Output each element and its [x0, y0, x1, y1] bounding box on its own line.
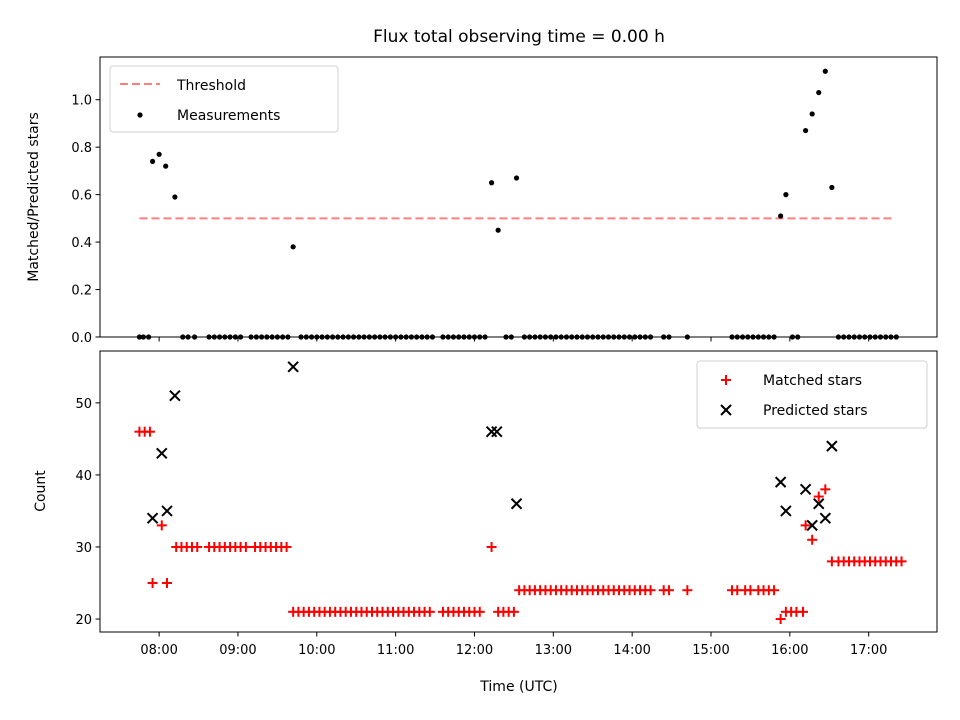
matched-star-point — [147, 578, 158, 589]
matched-star-point — [486, 541, 497, 552]
measurement-point — [829, 184, 835, 191]
chart-title: Flux total observing time = 0.00 h — [373, 27, 665, 47]
matched-star-point — [813, 491, 824, 502]
measurement-point — [156, 151, 162, 157]
legend-predicted-marker — [720, 404, 732, 416]
top-ytick-label: 0.8 — [71, 141, 92, 156]
measurement-point — [783, 192, 789, 198]
predicted-star-point — [146, 512, 159, 524]
top-ytick-label: 0.4 — [71, 236, 92, 251]
matched-star-point — [281, 541, 292, 552]
xtick-label: 11:00 — [377, 643, 414, 658]
matched-star-point — [645, 585, 656, 596]
matched-star-point — [192, 541, 203, 552]
measurement-point — [809, 111, 815, 117]
matched-star-point — [800, 520, 811, 531]
xtick-label: 10:00 — [298, 643, 335, 658]
matched-star-point — [775, 614, 786, 625]
matched-star-point — [820, 484, 831, 495]
legend-matched-label: Matched stars — [763, 373, 862, 389]
xtick-label: 14:00 — [613, 643, 650, 658]
legend-measurements-label: Measurements — [177, 108, 280, 124]
matched-star-point — [682, 585, 693, 596]
legend-measurements-marker — [137, 112, 143, 118]
measurement-point — [816, 89, 822, 96]
bottom-xlabel: Time (UTC) — [479, 679, 557, 695]
matched-star-point — [769, 585, 780, 596]
measurement-point — [172, 194, 178, 200]
xtick-label: 12:00 — [456, 643, 493, 658]
predicted-star-point — [156, 447, 168, 460]
bottom-axes-frame — [99, 350, 938, 633]
measurement-point — [803, 127, 809, 134]
predicted-star-point — [161, 505, 173, 517]
predicted-star-point — [287, 361, 299, 373]
top-legend: Threshold Measurements — [109, 65, 339, 133]
top-ytick-label: 0.2 — [71, 284, 92, 299]
bottom-ytick-label: 20 — [75, 613, 92, 628]
matched-star-point — [474, 606, 485, 617]
matched-star-point — [663, 585, 674, 596]
predicted-star-point — [491, 425, 503, 438]
measurement-point — [495, 227, 501, 233]
predicted-star-point — [780, 505, 792, 517]
bottom-ytick-label: 40 — [75, 469, 92, 484]
matched-star-point — [144, 426, 155, 437]
xtick-label: 13:00 — [535, 643, 572, 658]
matched-star-point — [508, 606, 519, 617]
predicted-star-point — [799, 483, 812, 496]
matched-star-point — [162, 578, 173, 589]
predicted-star-point — [806, 519, 818, 532]
predicted-star-point — [510, 498, 523, 510]
measurement-point — [513, 175, 520, 181]
top-ytick-label: 0.0 — [71, 331, 92, 346]
predicted-star-point — [819, 512, 832, 524]
xtick-label: 09:00 — [219, 643, 256, 658]
measurement-point — [822, 68, 828, 74]
predicted-star-point — [774, 476, 787, 488]
bottom-ylabel: Count — [33, 470, 49, 512]
xtick-label: 17:00 — [850, 643, 887, 658]
xtick-label: 15:00 — [692, 643, 729, 658]
measurement-point — [778, 213, 784, 219]
legend-matched-marker — [721, 375, 731, 385]
measurement-point — [488, 180, 495, 186]
top-axes-frame — [99, 56, 938, 338]
matched-star-point — [896, 556, 907, 567]
bottom-ytick-label: 30 — [75, 541, 92, 556]
bottom-ytick-label: 50 — [75, 397, 92, 412]
bottom-legend: Matched stars Predicted stars — [696, 360, 928, 429]
measurement-point — [163, 163, 169, 169]
matched-star-point — [240, 541, 251, 552]
top-ylabel: Matched/Predicted stars — [26, 112, 42, 282]
top-ytick-label: 1.0 — [71, 94, 92, 109]
legend-predicted-label: Predicted stars — [763, 403, 868, 419]
measurement-point — [149, 158, 156, 165]
predicted-star-point — [826, 440, 838, 452]
legend-threshold-label: Threshold — [176, 78, 246, 94]
matched-star-point — [424, 606, 435, 617]
xtick-label: 08:00 — [140, 643, 177, 658]
matched-star-point — [807, 534, 818, 545]
matched-star-point — [156, 520, 167, 531]
predicted-star-point — [813, 498, 825, 510]
predicted-star-point — [169, 389, 181, 402]
matched-star-point — [797, 606, 808, 617]
xtick-label: 16:00 — [771, 643, 808, 658]
measurement-point — [290, 244, 296, 250]
top-ytick-label: 0.6 — [71, 189, 92, 204]
bottom-panel: 08:00 09:00 10:00 11:00 12:00 13:00 14:00 15:00… — [75, 361, 907, 658]
